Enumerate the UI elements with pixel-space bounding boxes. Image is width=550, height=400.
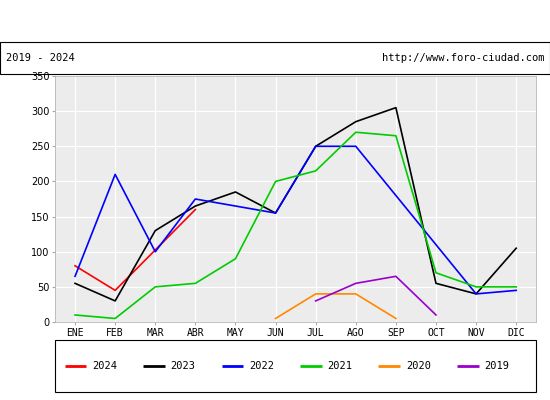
Text: Evolucion Nº Turistas Nacionales en el municipio de Moral de la Reina: Evolucion Nº Turistas Nacionales en el m… [34,14,516,28]
Text: 2023: 2023 [170,361,195,371]
Text: 2022: 2022 [249,361,274,371]
Text: http://www.foro-ciudad.com: http://www.foro-ciudad.com [382,53,544,63]
Text: 2021: 2021 [327,361,353,371]
Text: 2019 - 2024: 2019 - 2024 [6,53,74,63]
Text: 2020: 2020 [406,361,431,371]
Text: 2019: 2019 [485,361,509,371]
Text: 2024: 2024 [92,361,117,371]
